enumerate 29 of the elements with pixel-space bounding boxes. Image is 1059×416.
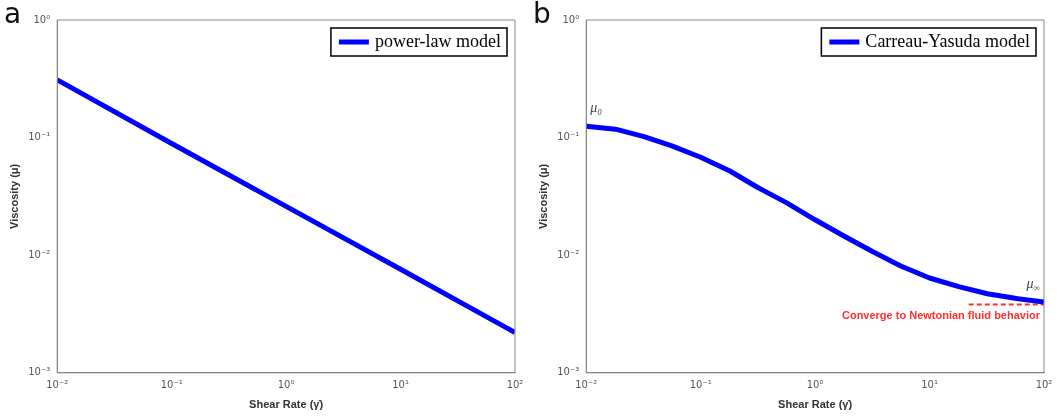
y-axis-title: Viscosity (μ) bbox=[536, 163, 549, 230]
y-tick-label: 10⁻² bbox=[28, 248, 51, 260]
x-axis-title: Shear Rate (γ̇) bbox=[249, 398, 324, 411]
x-tick-label: 10⁻¹ bbox=[160, 379, 183, 391]
annotation: μ₀ bbox=[589, 99, 603, 115]
y-tick-label: 10⁻³ bbox=[28, 366, 51, 378]
y-tick-label: 10⁻¹ bbox=[28, 131, 51, 143]
y-tick-label: 10⁻² bbox=[557, 248, 580, 260]
x-tick-label: 10¹ bbox=[392, 379, 409, 391]
chart-title: a bbox=[4, 0, 22, 31]
x-tick-label: 10⁰ bbox=[806, 379, 824, 391]
legend-label: power-law model bbox=[374, 30, 502, 51]
series-label: Converge to Newtonian fluid behavior bbox=[841, 309, 1041, 322]
x-tick-label: 10² bbox=[1035, 379, 1053, 391]
x-tick-label: 10⁰ bbox=[277, 379, 295, 391]
x-tick-label: 10⁻² bbox=[575, 379, 598, 391]
chart-title: b bbox=[533, 0, 551, 31]
y-tick-label: 10⁻¹ bbox=[557, 131, 580, 143]
x-tick-label: 10⁻² bbox=[46, 379, 69, 391]
x-axis-title: Shear Rate (γ̇) bbox=[778, 398, 853, 411]
legend-label: Carreau-Yasuda model bbox=[865, 30, 1031, 51]
annotation: μ∞ bbox=[1025, 275, 1041, 294]
y-tick-label: 10⁰ bbox=[33, 13, 51, 25]
x-tick-label: 10² bbox=[506, 379, 524, 391]
y-axis-title: Viscosity (μ) bbox=[7, 163, 20, 230]
y-tick-label: 10⁰ bbox=[562, 13, 580, 25]
x-tick-label: 10¹ bbox=[921, 379, 938, 391]
y-tick-label: 10⁻³ bbox=[557, 366, 580, 378]
x-tick-label: 10⁻¹ bbox=[689, 379, 712, 391]
